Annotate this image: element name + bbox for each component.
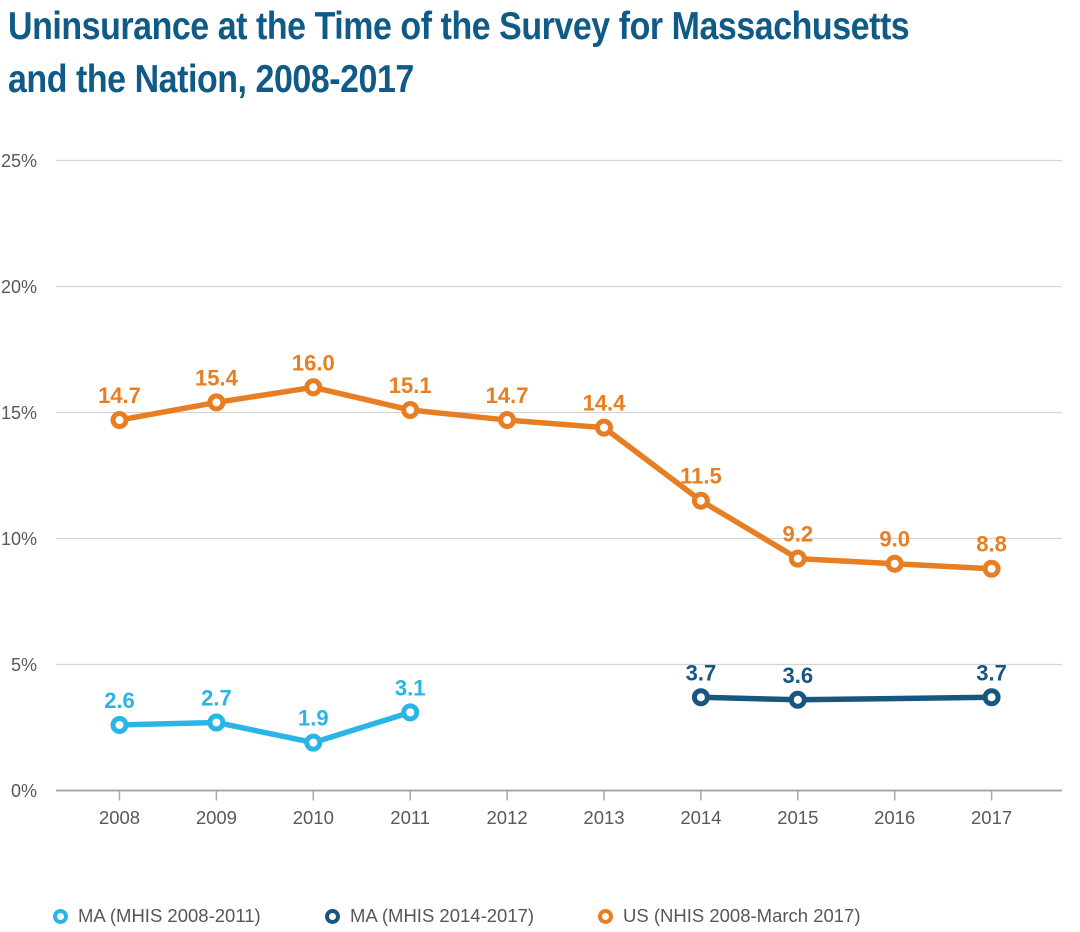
x-axis-label: 2017 xyxy=(971,807,1012,828)
y-axis-label: 25% xyxy=(1,151,37,171)
y-axis-label: 0% xyxy=(11,781,37,801)
data-point-marker xyxy=(788,549,807,568)
legend-label-us: US (NHIS 2008-March 2017) xyxy=(623,905,861,926)
legend-marker-icon-ma-late xyxy=(325,908,340,924)
data-point-label: 2.6 xyxy=(104,688,135,713)
data-point-label: 9.2 xyxy=(783,522,814,547)
data-point-marker xyxy=(207,393,226,412)
data-point-marker xyxy=(207,713,226,732)
y-axis-label: 5% xyxy=(11,655,37,675)
data-point-label: 1.9 xyxy=(298,706,329,731)
y-axis-label: 15% xyxy=(1,403,37,423)
legend-marker-icon-us xyxy=(598,908,613,924)
data-point-label: 8.8 xyxy=(976,532,1007,557)
data-point-label: 2.7 xyxy=(201,685,232,710)
data-point-marker xyxy=(401,703,420,722)
data-point-label: 15.1 xyxy=(389,373,432,398)
data-point-marker xyxy=(885,554,904,573)
data-point-label: 9.0 xyxy=(879,527,910,552)
legend-label-ma-early: MA (MHIS 2008-2011) xyxy=(78,905,261,926)
data-point-marker xyxy=(498,411,517,430)
data-point-marker xyxy=(304,733,323,752)
x-axis-label: 2008 xyxy=(99,807,140,828)
chart-title-line2: and the Nation, 2008-2017 xyxy=(8,58,414,101)
data-point-label: 3.7 xyxy=(686,660,717,685)
series-line xyxy=(698,694,995,703)
x-axis-label: 2016 xyxy=(874,807,915,828)
data-point-label: 14.7 xyxy=(486,383,529,408)
data-point-label: 15.4 xyxy=(195,365,239,390)
data-point-marker xyxy=(982,559,1001,578)
data-point-marker xyxy=(304,378,323,397)
data-point-marker xyxy=(691,688,710,707)
data-point-label: 3.1 xyxy=(395,675,426,700)
y-axis-label: 20% xyxy=(1,277,37,297)
chart-title: Uninsurance at the Time of the Survey fo… xyxy=(8,0,1069,106)
data-point-label: 3.6 xyxy=(783,663,814,688)
data-point-label: 14.4 xyxy=(583,391,627,416)
x-axis-label: 2010 xyxy=(293,807,334,828)
legend-label-ma-late: MA (MHIS 2014-2017) xyxy=(350,905,535,926)
x-axis-label: 2012 xyxy=(487,807,528,828)
data-point-marker xyxy=(595,418,613,437)
data-point-marker xyxy=(691,491,710,510)
legend-item-ma-2008-2011: MA (MHIS 2008-2011) xyxy=(53,906,261,926)
x-axis-label: 2014 xyxy=(680,807,721,828)
data-point-marker xyxy=(788,690,807,709)
y-axis-label: 10% xyxy=(1,529,37,549)
series-line xyxy=(116,384,995,572)
data-point-marker xyxy=(401,400,420,419)
data-point-label: 11.5 xyxy=(680,464,722,489)
data-point-label: 16.0 xyxy=(292,350,335,375)
series-line xyxy=(116,709,413,746)
legend-marker-icon-ma-early xyxy=(53,908,68,924)
data-point-marker xyxy=(982,688,1001,707)
legend-item-ma-2014-2017: MA (MHIS 2014-2017) xyxy=(325,906,534,926)
chart-title-line1: Uninsurance at the Time of the Survey fo… xyxy=(8,5,910,48)
data-point-marker xyxy=(110,715,129,734)
x-axis-label: 2013 xyxy=(583,807,624,828)
data-point-label: 3.7 xyxy=(976,660,1007,685)
x-axis-label: 2009 xyxy=(196,807,237,828)
x-axis-label: 2011 xyxy=(390,807,430,828)
x-axis-label: 2015 xyxy=(777,807,818,828)
legend-item-us: US (NHIS 2008-March 2017) xyxy=(598,906,861,926)
data-point-marker xyxy=(110,411,129,430)
data-point-label: 14.7 xyxy=(98,383,141,408)
